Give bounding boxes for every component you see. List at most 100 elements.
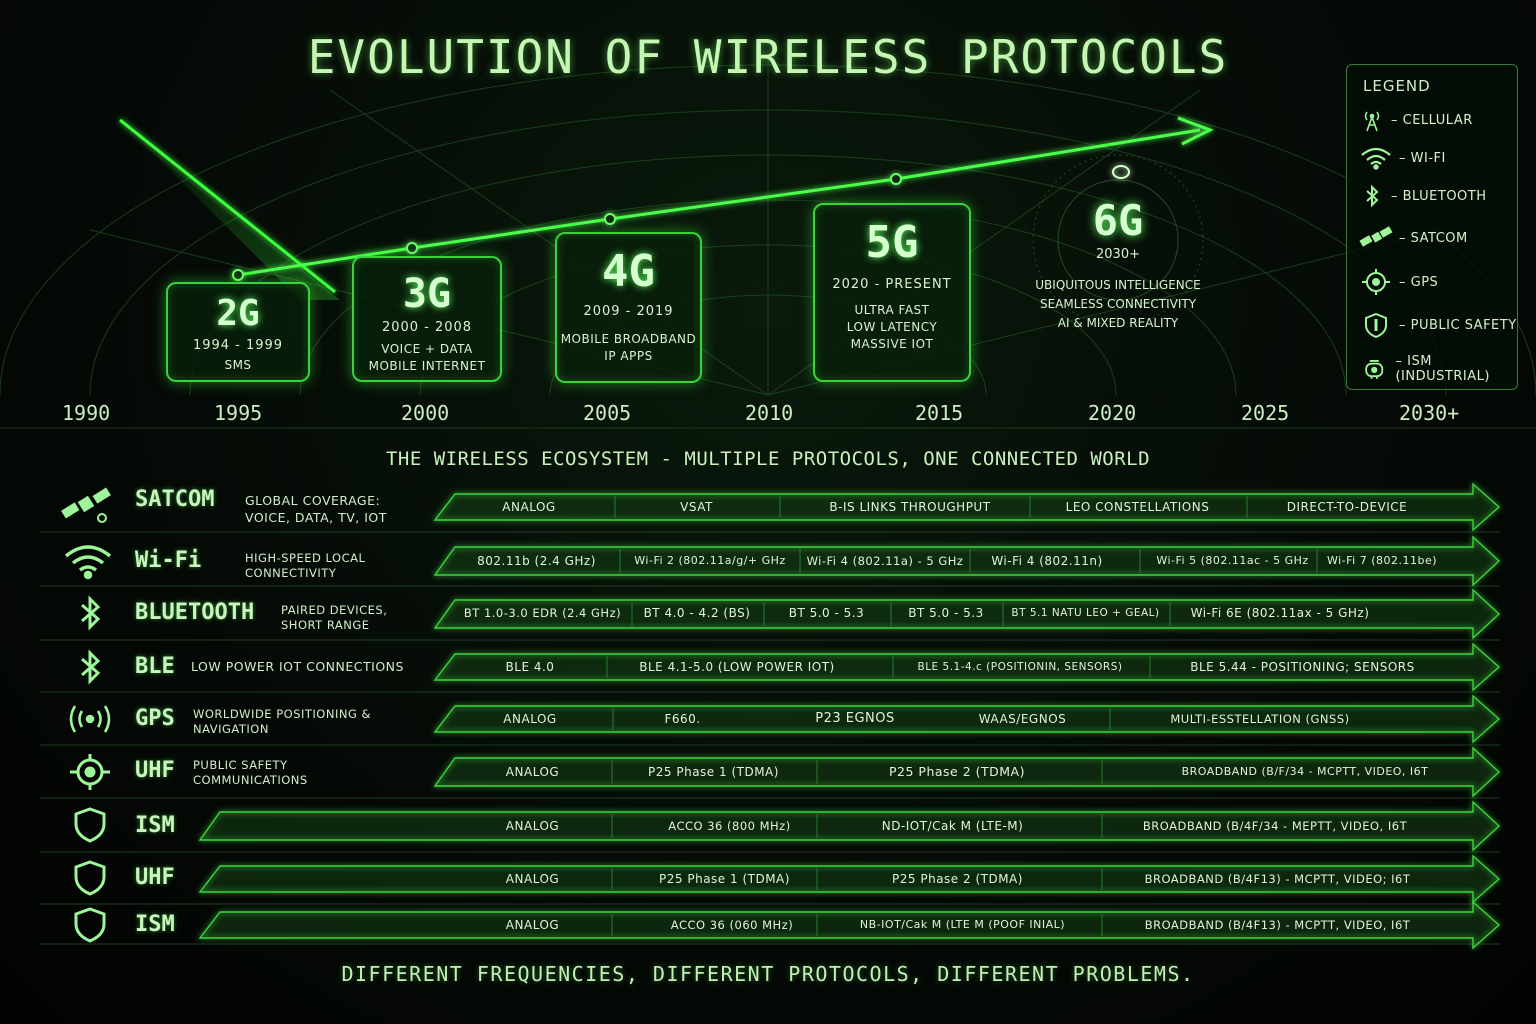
row-desc-wifi: HIGH-SPEED LOCAL CONNECTIVITY	[245, 551, 365, 581]
era-gen-label: 3G	[402, 271, 452, 317]
row-arrow-band	[433, 694, 1501, 744]
row-segment: WAAS/EGNOS	[978, 712, 1067, 726]
row-icon-satcom	[58, 486, 118, 526]
era-card-5g: 5G 2020 - PRESENT ULTRA FAST LOW LATENCY…	[813, 203, 971, 382]
bluetooth-icon	[81, 649, 101, 685]
row-segment: BROADBAND (B/4F/34 - MEPTT, VIDEO, I6T	[1142, 819, 1408, 833]
row-name-satcom: SATCOM	[135, 487, 215, 512]
timeline-year: 2030+	[1399, 401, 1460, 425]
row-arrow-band	[433, 535, 1501, 587]
era-years: 2000 - 2008	[381, 320, 473, 335]
legend-label: – PUBLIC SAFETY	[1399, 317, 1517, 333]
timeline-year: 2015	[915, 401, 964, 425]
row-icon-ble	[60, 647, 120, 687]
row-segment: P25 Phase 2 (TDMA)	[889, 764, 1025, 779]
row-desc-line: NAVIGATION	[193, 722, 269, 736]
row-desc-line: HIGH-SPEED LOCAL	[245, 551, 366, 565]
row-name-ism-2: ISM	[135, 912, 175, 937]
legend-item-gps: – GPS	[1359, 267, 1438, 297]
row-segment: Wi-Fi 4 (802.11n)	[991, 554, 1103, 568]
legend-title: LEGEND	[1363, 77, 1431, 95]
era-years: 2020 - PRESENT	[832, 277, 952, 292]
timeline-year: 2020	[1088, 401, 1137, 425]
shield-icon	[74, 860, 106, 896]
radio-signal-icon	[69, 705, 111, 733]
legend-item-cellular: – CELLULAR	[1359, 105, 1473, 135]
bluetooth-icon	[81, 595, 101, 631]
row-desc-ble: LOW POWER IOT CONNECTIONS	[191, 659, 404, 674]
era-gen-label: 6G	[1092, 196, 1144, 245]
timeline-year: 1990	[62, 401, 111, 425]
row-segment: LEO CONSTELLATIONS	[1065, 500, 1210, 514]
legend-item-ism: – ISM (INDUSTRIAL)	[1359, 354, 1517, 384]
row-desc-gps: WORLDWIDE POSITIONING & NAVIGATION	[193, 707, 371, 737]
era-desc-line: SEAMLESS CONNECTIVITY	[1039, 297, 1197, 311]
protocol-row-arrows	[198, 482, 1501, 950]
era-desc-line: IP APPS	[604, 349, 653, 363]
legend-label: – BLUETOOTH	[1391, 188, 1487, 204]
era-desc-line: LOW LATENCY	[846, 320, 938, 334]
timeline-year: 2010	[745, 401, 794, 425]
era-desc: VOICE + DATA MOBILE INTERNET	[354, 341, 500, 375]
era-years: 2030+	[1096, 247, 1140, 262]
row-icon-ism	[60, 805, 120, 845]
era-years: 1994 - 1999	[192, 338, 284, 353]
row-desc-line: SHORT RANGE	[281, 618, 370, 632]
row-segment: B-IS LINKS THROUGHPUT	[829, 500, 991, 514]
row-segment: NB-IOT/Cak M (LTE M (POOF INIAL)	[859, 918, 1066, 931]
era-gen-label: 2G	[216, 293, 260, 334]
growth-arrow	[232, 116, 1214, 281]
row-segment: Wi-Fi 6E (802.11ax - 5 GHz)	[1190, 606, 1370, 620]
era-card-4g: 4G 2009 - 2019 MOBILE BROADBAND IP APPS	[555, 232, 702, 383]
row-arrow-band	[433, 746, 1501, 798]
row-segment: BLE 5.1-4.c (POSITIONIN, SENSORS)	[917, 661, 1123, 673]
row-icon-uhf	[60, 752, 120, 792]
row-segment: BROADBAND (B/4F13) - MCPTT, VIDEO; I6T	[1144, 872, 1411, 886]
row-segment: P23 EGNOS	[815, 711, 895, 726]
row-segment: MULTI-ESSTELLATION (GNSS)	[1170, 712, 1350, 726]
row-desc-line: LOW POWER IOT CONNECTIONS	[191, 659, 404, 674]
era-desc-line: VOICE + DATA	[381, 342, 473, 356]
legend-item-satcom: – SATCOM	[1359, 223, 1468, 253]
row-desc-line: GLOBAL COVERAGE:	[245, 493, 381, 508]
row-segment: BLE 5.44 - POSITIONING; SENSORS	[1190, 660, 1415, 674]
legend-item-public-safety: – PUBLIC SAFETY	[1359, 310, 1517, 340]
era-desc-line: ULTRA FAST	[854, 303, 930, 317]
row-name-bluetooth: BLUETOOTH	[135, 600, 255, 625]
era-desc: UBIQUITOUS INTELLIGENCE SEAMLESS CONNECT…	[1028, 276, 1208, 333]
timeline-year: 2005	[583, 401, 632, 425]
row-desc-satcom: GLOBAL COVERAGE: VOICE, DATA, TV, IOT	[245, 492, 387, 526]
row-segment: P25 Phase 1 (TDMA)	[659, 872, 790, 886]
row-name-ble: BLE	[135, 654, 175, 679]
row-segment: P25 Phase 1 (TDMA)	[648, 765, 779, 779]
shield-icon	[1365, 312, 1387, 339]
legend-label: – CELLULAR	[1391, 112, 1473, 128]
row-segment: ANALOG	[505, 872, 560, 886]
row-arrow-band	[433, 588, 1501, 640]
row-desc-line: PAIRED DEVICES,	[281, 603, 388, 617]
era-gen-label: 5G	[865, 217, 919, 268]
era-desc-line: AI & MIXED REALITY	[1057, 316, 1179, 330]
row-desc-line: VOICE, DATA, TV, IOT	[245, 510, 387, 525]
legend-label: – ISM (INDUSTRIAL)	[1395, 354, 1490, 384]
era-card-2g: 2G 1994 - 1999 SMS	[166, 282, 310, 382]
legend-label: – WI-FI	[1399, 150, 1446, 166]
row-segment: Wi-Fi 7 (802.11be)	[1326, 554, 1438, 567]
row-desc-line: COMMUNICATIONS	[193, 773, 308, 787]
era-desc-line: UBIQUITOUS INTELLIGENCE	[1035, 278, 1201, 292]
crosshair-icon	[1362, 269, 1390, 295]
row-name-gps: GPS	[135, 706, 175, 731]
satellite-icon	[61, 487, 111, 523]
row-segment: Wi-Fi 5 (802.11ac - 5 GHz	[1156, 554, 1309, 567]
row-segment: DIRECT-TO-DEVICE	[1286, 500, 1408, 514]
legend-label: – SATCOM	[1399, 230, 1468, 246]
row-segment: BROADBAND (B/F/34 - MCPTT, VIDEO, I6T	[1181, 765, 1429, 778]
bluetooth-icon	[1366, 184, 1379, 208]
row-arrow-band	[433, 642, 1501, 692]
legend-item-wifi: – WI-FI	[1359, 143, 1446, 173]
timeline-year: 1995	[214, 401, 263, 425]
row-segment: BT 4.0 - 4.2 (BS)	[643, 606, 751, 620]
legend-label: – GPS	[1399, 274, 1439, 290]
row-desc-line: CONNECTIVITY	[245, 566, 337, 580]
